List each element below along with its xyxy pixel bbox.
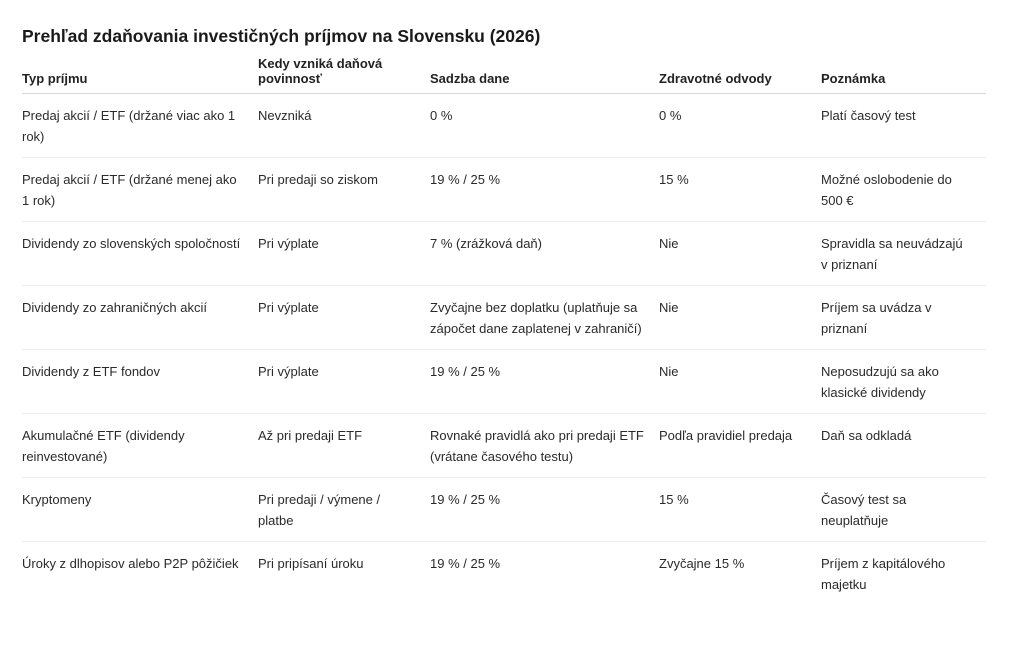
cell-income-type: Dividendy zo slovenských spoločností bbox=[22, 221, 258, 286]
cell-health-contributions: Podľa pravidiel predaja bbox=[659, 413, 821, 478]
cell-note: Daň sa odkladá bbox=[821, 413, 986, 478]
cell-income-type: Predaj akcií / ETF (držané menej ako 1 r… bbox=[22, 157, 258, 222]
cell-tax-rate: Rovnaké pravidlá ako pri predaji ETF (vr… bbox=[430, 413, 659, 478]
cell-tax-rate: 19 % / 25 % bbox=[430, 556, 501, 571]
table-row: Dividendy z ETF fondov Pri výplate 19 % / … bbox=[22, 349, 986, 414]
cell-tax-rate: 19 % / 25 % bbox=[430, 157, 659, 222]
cell-health-contributions: 0 % bbox=[659, 93, 821, 158]
cell-note: Časový test sa neuplatňuje bbox=[821, 477, 986, 542]
header-income-type: Typ príjmu bbox=[22, 56, 258, 94]
header-tax-liability: Kedy vzniká daňová povinnosť bbox=[258, 56, 430, 94]
cell-tax-liability: Pri predaji / výmene / platbe bbox=[258, 477, 430, 542]
cell-tax-liability: Pri výplate bbox=[258, 221, 430, 286]
cell-tax-rate: Zvyčajne bez doplatku (uplatňuje sa zápo… bbox=[430, 285, 659, 350]
cell-note: Neposudzujú sa ako klasické dividendy bbox=[821, 349, 986, 414]
table-row: Úroky z dlhopisov alebo P2P pôžičiek Pri … bbox=[22, 542, 986, 606]
table-row: Predaj akcií / ETF (držané menej ako 1 r… bbox=[22, 157, 986, 222]
cell-note: Príjem sa uvádza v priznaní bbox=[821, 285, 986, 350]
cell-tax-rate: 19 % / 25 % bbox=[430, 349, 659, 414]
tax-table: Typ príjmu Kedy vzniká daňová povinnosť … bbox=[22, 56, 986, 605]
cell-health-contributions: 15 % bbox=[659, 477, 821, 542]
cell-health-contributions: Nie bbox=[659, 349, 821, 414]
page-title: Prehľad zdaňovania investičných príjmov … bbox=[22, 26, 541, 46]
cell-tax-liability: Nevzniká bbox=[258, 93, 430, 158]
cell-income-type: Dividendy zo zahraničných akcií bbox=[22, 285, 258, 350]
table-row: Dividendy zo slovenských spoločností Pri … bbox=[22, 221, 986, 286]
cell-income-type: Predaj akcií / ETF (držané viac ako 1 ro… bbox=[22, 93, 258, 158]
cell-note: Spravidla sa neuvádzajú v priznaní bbox=[821, 221, 986, 286]
cell-tax-liability: Pri pripísaní úroku bbox=[258, 556, 364, 571]
table-row: Akumulačné ETF (dividendy reinvestované)… bbox=[22, 413, 986, 478]
cell-tax-rate: 19 % / 25 % bbox=[430, 477, 659, 542]
cell-tax-liability: Pri výplate bbox=[258, 349, 430, 414]
cell-health-contributions: Zvyčajne 15 % bbox=[659, 556, 745, 571]
cell-note: Možné oslobodenie do 500 € bbox=[821, 157, 986, 222]
table-row: Predaj akcií / ETF (držané viac ako 1 ro… bbox=[22, 93, 986, 158]
cell-health-contributions: Nie bbox=[659, 285, 821, 350]
table-header-row: Typ príjmu Kedy vzniká daňová povinnosť … bbox=[22, 56, 986, 94]
cell-tax-liability: Pri predaji so ziskom bbox=[258, 157, 430, 222]
cell-tax-rate: 0 % bbox=[430, 93, 659, 158]
cell-income-type: Úroky z dlhopisov alebo P2P pôžičiek bbox=[22, 556, 239, 571]
cell-note: Príjem z kapitálového majetku bbox=[821, 556, 946, 592]
cell-income-type: Dividendy z ETF fondov bbox=[22, 349, 258, 414]
cell-tax-liability: Pri výplate bbox=[258, 285, 430, 350]
header-note: Poznámka bbox=[821, 56, 986, 94]
cell-tax-rate: 7 % (zrážková daň) bbox=[430, 221, 659, 286]
cell-tax-liability: Až pri predaji ETF bbox=[258, 413, 430, 478]
cell-income-type: Kryptomeny bbox=[22, 477, 258, 542]
cell-income-type: Akumulačné ETF (dividendy reinvestované) bbox=[22, 413, 258, 478]
table-row: Dividendy zo zahraničných akcií Pri výpla… bbox=[22, 285, 986, 350]
cell-note: Platí časový test bbox=[821, 93, 986, 158]
header-health-contributions: Zdravotné odvody bbox=[659, 56, 821, 94]
table-row: Kryptomeny Pri predaji / výmene / platbe 1… bbox=[22, 477, 986, 542]
cell-health-contributions: Nie bbox=[659, 221, 821, 286]
cell-health-contributions: 15 % bbox=[659, 157, 821, 222]
header-tax-rate: Sadzba dane bbox=[430, 56, 659, 94]
